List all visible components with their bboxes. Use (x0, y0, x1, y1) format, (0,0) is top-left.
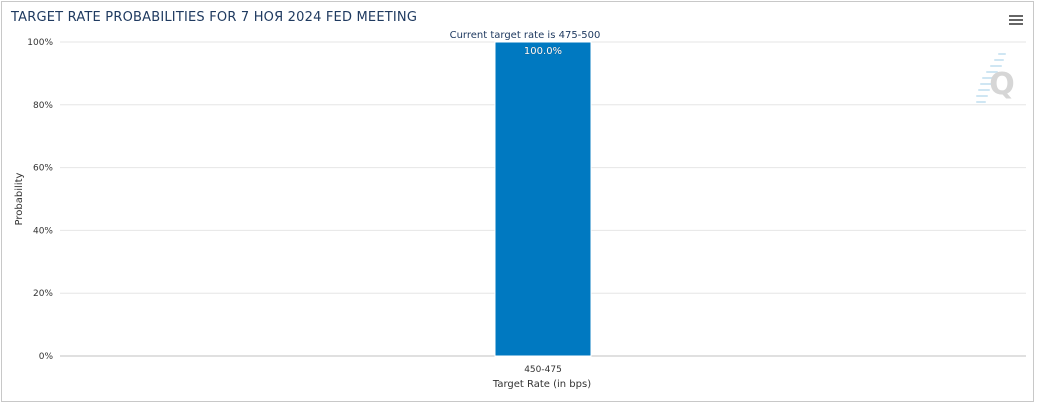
y-tick-label: 20% (33, 289, 53, 299)
hamburger-menu-icon[interactable] (1009, 15, 1023, 27)
data-label: 100.0% (524, 46, 562, 57)
bar[interactable] (494, 41, 592, 357)
x-axis-ticks: 450-475 (524, 365, 562, 375)
bars: 100.0% (494, 41, 592, 357)
x-axis-label: Target Rate (in bps) (492, 379, 591, 390)
svg-text:Q: Q (989, 67, 1015, 102)
y-tick-label: 60% (33, 164, 53, 174)
y-tick-label: 0% (39, 352, 54, 362)
y-tick-label: 80% (33, 101, 53, 111)
chart-title: TARGET RATE PROBABILITIES FOR 7 НОЯ 2024… (11, 10, 418, 25)
quikstrike-logo-icon: Q (976, 53, 1015, 103)
y-axis-label: Probability (14, 172, 25, 225)
x-tick-label: 450-475 (524, 365, 562, 375)
chart-subtitle: Current target rate is 475-500 (450, 30, 601, 41)
y-tick-label: 100% (27, 38, 53, 48)
y-axis-ticks: 0% 20% 40% 60% 80% 100% (27, 38, 53, 362)
y-tick-label: 40% (33, 226, 53, 236)
